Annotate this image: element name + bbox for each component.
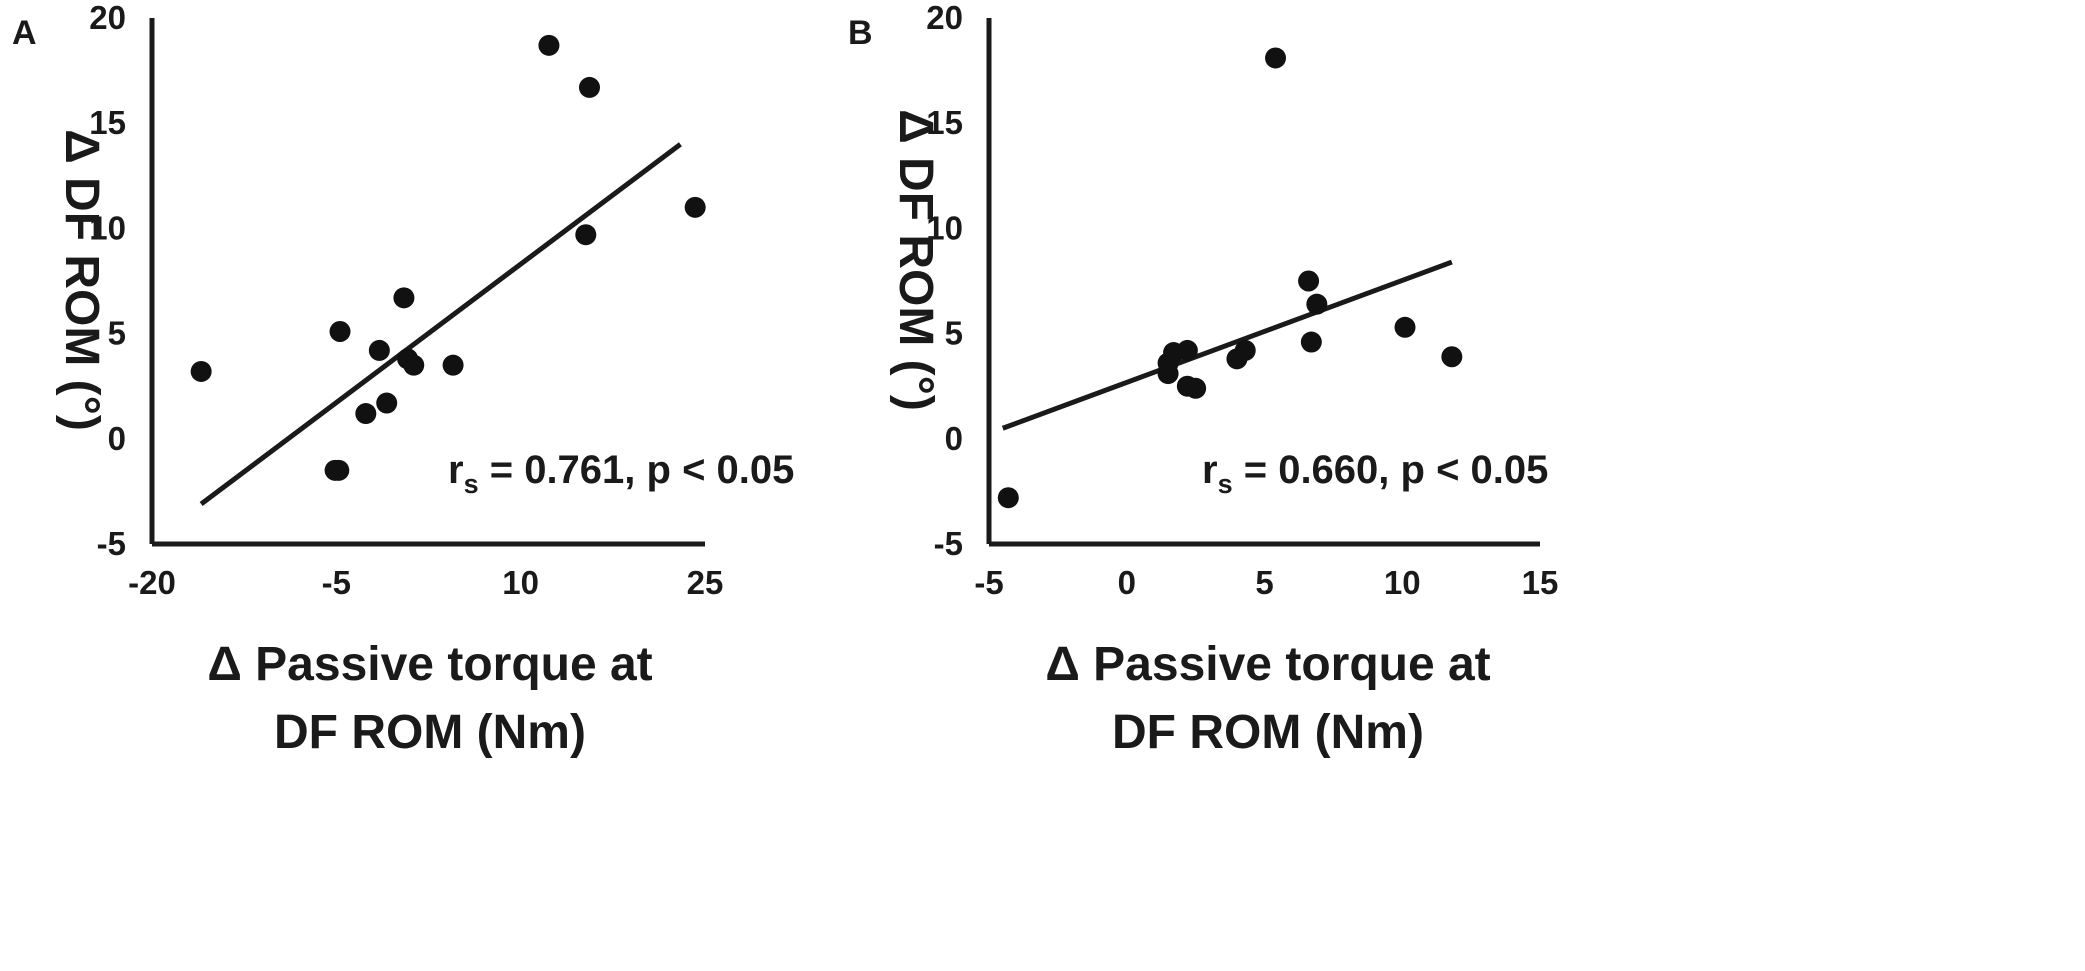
panel-b-r-subscript: s <box>1218 469 1233 499</box>
panel-a-y-tick-label: 5 <box>108 315 126 352</box>
panel-b-data-point <box>1185 377 1207 399</box>
panel-b-y-tick-label: 15 <box>926 104 963 141</box>
panel-b-x-tick-label: 15 <box>1522 564 1559 601</box>
panel-b-trendline <box>1001 259 1453 431</box>
panel-b-x-tick-label: 0 <box>1118 564 1136 601</box>
panel-a-y-tick-label: 0 <box>108 420 126 457</box>
panel-b-y-tick-labels: 20 15 10 5 0 -5 <box>926 0 963 562</box>
panel-a-data-point <box>328 459 350 481</box>
panel-a-y-tick-label: 10 <box>89 209 126 246</box>
panel-b-r-symbol: r <box>1202 448 1218 492</box>
panel-b-data-point <box>997 487 1019 509</box>
panel-b-data-point <box>1441 346 1463 368</box>
panel-b-x-tick-labels: -5 0 5 10 15 <box>974 564 1558 601</box>
panel-a-r-value: = 0.761, p < 0.05 <box>479 448 795 492</box>
panel-b-chart: B 20 15 10 5 0 -5 -5 0 5 10 15 Δ DF ROM (°) Δ Pas… <box>848 0 1558 759</box>
panel-b-x-axis-title-line2: DF ROM (Nm) <box>1112 706 1424 759</box>
panel-a-x-axis-title-line1: Δ Passive torque at <box>207 638 652 691</box>
panel-a-x-tick-label: 25 <box>687 564 724 601</box>
panel-b-y-axis-title: Δ DF ROM (°) <box>889 109 942 411</box>
panel-a-trendline-group <box>199 142 682 507</box>
panel-b-data-point <box>1306 293 1328 315</box>
panel-b-data-point <box>1298 270 1320 292</box>
panel-a-x-tick-label: -5 <box>322 564 351 601</box>
panel-a-data-point <box>578 76 600 98</box>
panel-b-data-point <box>1176 339 1198 361</box>
panel-b-label: B <box>848 14 873 52</box>
panel-a-label: A <box>12 14 37 52</box>
panel-a-y-tick-label: 20 <box>89 0 126 36</box>
panel-b-y-tick-label: 20 <box>926 0 963 36</box>
panel-b-x-tick-label: -5 <box>974 564 1003 601</box>
panel-b-x-tick-label: 10 <box>1384 564 1421 601</box>
panel-b-data-point <box>1394 316 1416 338</box>
panel-a-correlation-annotation: rs = 0.761, p < 0.05 <box>448 448 794 499</box>
panel-a-x-tick-label: 10 <box>502 564 539 601</box>
panel-a-data-point <box>355 403 377 425</box>
panel-b-y-tick-label: 5 <box>945 315 963 352</box>
panel-a-y-axis-title: Δ DF ROM (°) <box>55 129 108 431</box>
panel-a-data-point <box>190 360 212 382</box>
panel-a-trendline <box>199 142 682 507</box>
panel-a-data-point <box>393 287 415 309</box>
panel-a-points <box>190 34 706 481</box>
panel-a-data-point <box>403 354 425 376</box>
panel-a-data-point <box>538 34 560 56</box>
panel-a-y-tick-labels: 20 15 10 5 0 -5 <box>89 0 126 562</box>
panel-a-data-point <box>368 339 390 361</box>
panel-b-trendline-group <box>1001 259 1453 431</box>
panel-b-data-point <box>1300 331 1322 353</box>
panel-b-y-tick-label: -5 <box>934 525 963 562</box>
panel-b-r-value: = 0.660, p < 0.05 <box>1233 448 1549 492</box>
panel-b-data-point <box>1265 47 1287 69</box>
panel-a-data-point <box>376 392 398 414</box>
panel-a-y-tick-label: 15 <box>89 104 126 141</box>
panel-a-data-point <box>684 196 706 218</box>
panel-a-x-axis-title-line2: DF ROM (Nm) <box>274 706 586 759</box>
panel-a-data-point <box>329 320 351 342</box>
panel-a-data-point <box>442 354 464 376</box>
panel-b-points <box>997 47 1463 509</box>
panel-a-y-tick-label: -5 <box>97 525 126 562</box>
panel-a-r-subscript: s <box>464 469 479 499</box>
panel-b-x-tick-label: 5 <box>1255 564 1273 601</box>
panel-a-x-tick-label: -20 <box>128 564 176 601</box>
panel-b-y-tick-label: 0 <box>945 420 963 457</box>
panel-a-data-point <box>575 224 597 246</box>
panel-b-y-tick-label: 10 <box>926 209 963 246</box>
panel-a-x-tick-labels: -20 -5 10 25 <box>128 564 723 601</box>
panel-a-r-symbol: r <box>448 448 464 492</box>
panel-b-data-point <box>1234 339 1256 361</box>
panel-b-x-axis-title-line1: Δ Passive torque at <box>1045 638 1490 691</box>
panel-b-correlation-annotation: rs = 0.660, p < 0.05 <box>1202 448 1548 499</box>
